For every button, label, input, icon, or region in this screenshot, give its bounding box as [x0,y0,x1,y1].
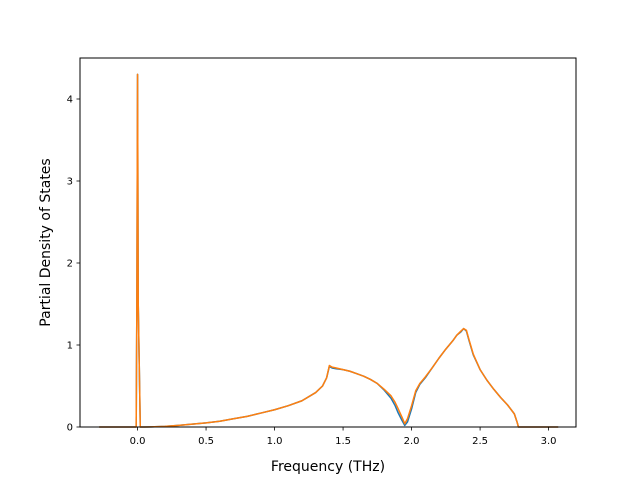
y-tick-label: 1 [67,341,73,352]
x-axis-label: Frequency (THz) [271,459,385,475]
x-tick-label: 0.0 [130,436,146,447]
y-tick-label: 4 [67,95,73,106]
x-tick-label: 1.0 [267,436,283,447]
series-line-2 [99,73,559,428]
x-tick-label: 3.0 [541,436,557,447]
y-tick-label: 2 [67,259,73,270]
plot-frame [79,57,577,428]
x-axis-ticks: 0.0 0.5 1.0 1.5 2.0 2.5 3.0 [130,427,557,447]
x-tick-label: 2.5 [472,436,488,447]
x-tick-label: 2.0 [404,436,420,447]
y-tick-label: 0 [67,423,73,434]
y-axis-ticks: 0 1 2 3 4 [67,95,80,434]
series-layer [99,73,559,428]
x-tick-label: 0.5 [198,436,214,447]
y-axis-label: Partial Density of States [38,158,54,326]
y-tick-label: 3 [67,177,73,188]
x-tick-label: 1.5 [335,436,351,447]
